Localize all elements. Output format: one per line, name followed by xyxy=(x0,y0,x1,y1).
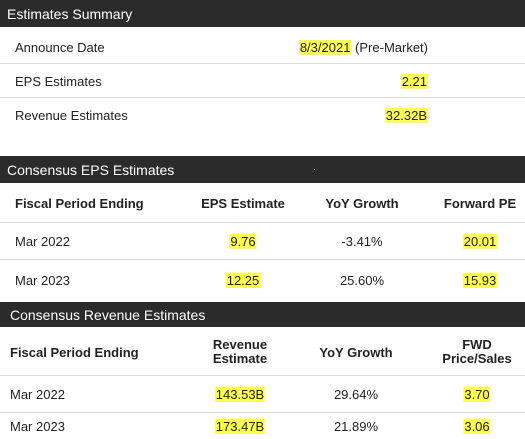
consensus-revenue-header: Consensus Revenue Estimates xyxy=(0,302,525,327)
consensus-eps-header: Consensus EPS Estimates . xyxy=(0,156,525,183)
revenue-row-2-period: Mar 2023 xyxy=(10,419,65,434)
rev-col-estimate-line2: Estimate xyxy=(212,351,268,366)
revenue-row-1-period: Mar 2022 xyxy=(10,386,65,402)
estimates-summary-header: Estimates Summary xyxy=(0,0,525,27)
rev-col-ps-line1: FWD xyxy=(462,337,492,352)
announce-date-value: 8/3/2021 (Pre-Market) xyxy=(298,40,428,55)
rev-col-ps: FWD Price/Sales xyxy=(442,338,511,366)
revenue-row-2: Mar 2023 173.47B 21.89% 3.06 xyxy=(0,414,525,439)
eps-col-estimate: EPS Estimate xyxy=(201,195,285,211)
eps-row-1-pe: 20.01 xyxy=(462,233,498,249)
header-marker: . xyxy=(313,162,316,173)
revenue-row-2-ps: 3.06 xyxy=(463,419,491,434)
eps-row-2-period: Mar 2023 xyxy=(15,272,70,288)
consensus-revenue-title: Consensus Revenue Estimates xyxy=(10,306,206,323)
eps-estimates-row: EPS Estimates 2.21 xyxy=(0,65,525,98)
announce-date: 8/3/2021 xyxy=(298,40,352,55)
revenue-row-1-growth: 29.64% xyxy=(333,386,379,402)
revenue-table-header: Fiscal Period Ending Revenue Estimate Yo… xyxy=(0,330,525,374)
announce-date-suffix: (Pre-Market) xyxy=(351,40,428,55)
eps-col-growth: YoY Growth xyxy=(325,195,399,211)
consensus-eps-title: Consensus EPS Estimates xyxy=(7,161,175,178)
rev-col-estimate: Revenue Estimate xyxy=(213,338,267,366)
revenue-row-1-ps: 3.70 xyxy=(463,386,491,402)
revenue-estimates-label: Revenue Estimates xyxy=(15,108,128,123)
revenue-estimates-row: Revenue Estimates 32.32B xyxy=(0,99,525,132)
revenue-row-2-growth: 21.89% xyxy=(333,419,379,434)
eps-estimates-value: 2.21 xyxy=(400,73,428,89)
rev-col-estimate-line1: Revenue xyxy=(212,337,268,352)
announce-date-row: Announce Date 8/3/2021 (Pre-Market) xyxy=(0,32,525,64)
estimates-summary-title: Estimates Summary xyxy=(7,5,133,22)
eps-row-1-estimate: 9.76 xyxy=(229,233,257,249)
eps-col-period: Fiscal Period Ending xyxy=(15,195,144,211)
eps-estimates-label: EPS Estimates xyxy=(15,73,102,89)
eps-row-1: Mar 2022 9.76 -3.41% 20.01 xyxy=(0,222,525,260)
eps-row-2-pe: 15.93 xyxy=(462,272,498,288)
rev-col-ps-line2: Price/Sales xyxy=(442,351,512,366)
revenue-row-1-estimate: 143.53B xyxy=(214,386,266,402)
eps-row-2-growth: 25.60% xyxy=(339,272,385,288)
eps-table-header: Fiscal Period Ending EPS Estimate YoY Gr… xyxy=(0,185,525,221)
revenue-estimates-value: 32.32B xyxy=(384,108,428,123)
eps-row-1-growth: -3.41% xyxy=(341,233,383,249)
rev-col-growth: YoY Growth xyxy=(319,344,393,360)
revenue-row-2-estimate: 173.47B xyxy=(214,419,266,434)
eps-row-1-period: Mar 2022 xyxy=(15,233,70,249)
rev-col-period: Fiscal Period Ending xyxy=(10,344,139,360)
revenue-row-1: Mar 2022 143.53B 29.64% 3.70 xyxy=(0,375,525,413)
announce-date-label: Announce Date xyxy=(15,40,105,55)
eps-row-2: Mar 2023 12.25 25.60% 15.93 xyxy=(0,261,525,299)
eps-col-pe: Forward PE xyxy=(443,195,517,211)
eps-row-2-estimate: 12.25 xyxy=(225,272,261,288)
